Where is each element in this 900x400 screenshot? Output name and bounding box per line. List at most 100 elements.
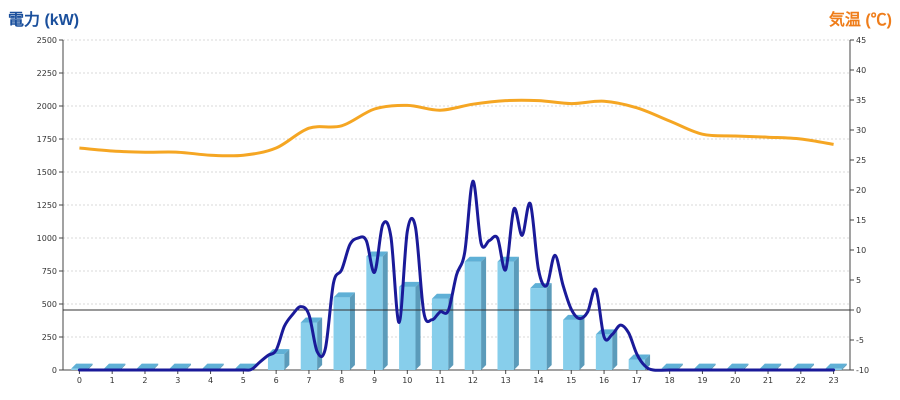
bar-top xyxy=(431,293,454,299)
x-tick-label: 0 xyxy=(77,376,82,385)
bar-face xyxy=(595,334,613,370)
bar-side xyxy=(382,251,388,370)
x-tick-label: 13 xyxy=(501,376,511,385)
x-tick-label: 14 xyxy=(533,376,543,385)
bar-top xyxy=(202,363,224,369)
x-tick-label: 2 xyxy=(142,376,147,385)
bar-face xyxy=(530,288,547,370)
x-tick-label: 20 xyxy=(730,376,740,385)
bar xyxy=(563,314,585,370)
right-tick-label: -5 xyxy=(856,336,864,345)
bar-top xyxy=(136,363,159,369)
temperature-axis-title: 気温 (℃) xyxy=(828,12,892,29)
bar-face xyxy=(399,286,416,370)
right-tick-label: 35 xyxy=(856,96,866,105)
bar xyxy=(464,256,487,370)
bar-top xyxy=(464,256,487,262)
left-tick-label: 1750 xyxy=(37,135,57,144)
bar-side xyxy=(218,363,224,370)
bar xyxy=(399,281,421,370)
x-tick-label: 7 xyxy=(306,376,311,385)
right-tick-label: 25 xyxy=(856,156,866,165)
x-tick-label: 12 xyxy=(468,376,478,385)
left-tick-label: 250 xyxy=(42,333,57,342)
bar-top xyxy=(825,363,847,369)
bar-side xyxy=(743,363,749,370)
x-tick-label: 22 xyxy=(796,376,806,385)
x-tick-label: 8 xyxy=(339,376,344,385)
bar-side xyxy=(546,283,552,370)
x-tick-label: 10 xyxy=(402,376,412,385)
left-tick-label: 750 xyxy=(42,267,57,276)
bar-side xyxy=(677,363,683,370)
bar-top xyxy=(169,363,191,369)
bar-side xyxy=(841,363,847,370)
x-tick-label: 15 xyxy=(566,376,576,385)
bar-face xyxy=(497,261,514,370)
right-tick-label: 0 xyxy=(856,306,861,315)
bar-top xyxy=(235,363,257,369)
x-tick-label: 19 xyxy=(697,376,707,385)
bar-face xyxy=(431,298,449,370)
bar-side xyxy=(776,363,782,370)
bar-side xyxy=(448,293,454,370)
power-axis-title: 電力 (kW) xyxy=(8,12,80,29)
left-tick-label: 1000 xyxy=(37,234,57,243)
bar-top xyxy=(694,363,716,369)
bar-side xyxy=(185,363,191,370)
left-tick-label: 2250 xyxy=(37,69,57,78)
bar-face xyxy=(464,261,482,370)
bar-top xyxy=(661,363,683,369)
right-tick-label: -10 xyxy=(856,366,869,375)
right-tick-label: 45 xyxy=(856,36,866,45)
right-tick-label: 30 xyxy=(856,126,866,135)
right-tick-label: 5 xyxy=(856,276,861,285)
bar-side xyxy=(87,363,93,370)
x-tick-label: 23 xyxy=(829,376,839,385)
bar xyxy=(267,349,290,370)
x-tick-label: 17 xyxy=(632,376,642,385)
bar-top xyxy=(103,363,126,369)
left-tick-label: 1250 xyxy=(37,201,57,210)
bar-top xyxy=(727,363,749,369)
x-tick-label: 3 xyxy=(175,376,180,385)
left-tick-label: 2000 xyxy=(37,102,57,111)
bar xyxy=(530,283,552,370)
left-tick-label: 500 xyxy=(42,300,57,309)
bar-side xyxy=(349,292,355,370)
bar-face xyxy=(267,354,285,370)
bar xyxy=(333,292,355,370)
right-tick-label: 15 xyxy=(856,216,866,225)
bar-side xyxy=(612,329,618,370)
bar-face xyxy=(563,319,580,370)
bar-side xyxy=(481,256,487,370)
x-tick-label: 18 xyxy=(665,376,675,385)
bar-face xyxy=(333,297,350,370)
bar-side xyxy=(710,363,716,370)
left-tick-label: 0 xyxy=(52,366,57,375)
bar-side xyxy=(317,317,323,370)
right-tick-label: 40 xyxy=(856,66,866,75)
left-tick-label: 2500 xyxy=(37,36,57,45)
bar-face xyxy=(628,359,646,370)
x-tick-label: 4 xyxy=(208,376,213,385)
x-tick-label: 16 xyxy=(599,376,609,385)
bar-top xyxy=(71,363,93,369)
temperature-line xyxy=(79,98,834,158)
bar-side xyxy=(120,363,126,370)
right-tick-label: 20 xyxy=(856,186,866,195)
bar-side xyxy=(153,363,159,370)
bar-side xyxy=(513,256,519,370)
power-line xyxy=(77,179,836,372)
bar-side xyxy=(284,349,290,370)
x-tick-label: 9 xyxy=(372,376,377,385)
bar-face xyxy=(366,256,383,370)
bar-side xyxy=(579,314,585,370)
x-tick-label: 21 xyxy=(763,376,773,385)
x-tick-label: 11 xyxy=(435,376,445,385)
x-tick-label: 6 xyxy=(274,376,279,385)
bar-side xyxy=(809,363,815,370)
bar xyxy=(595,329,618,370)
